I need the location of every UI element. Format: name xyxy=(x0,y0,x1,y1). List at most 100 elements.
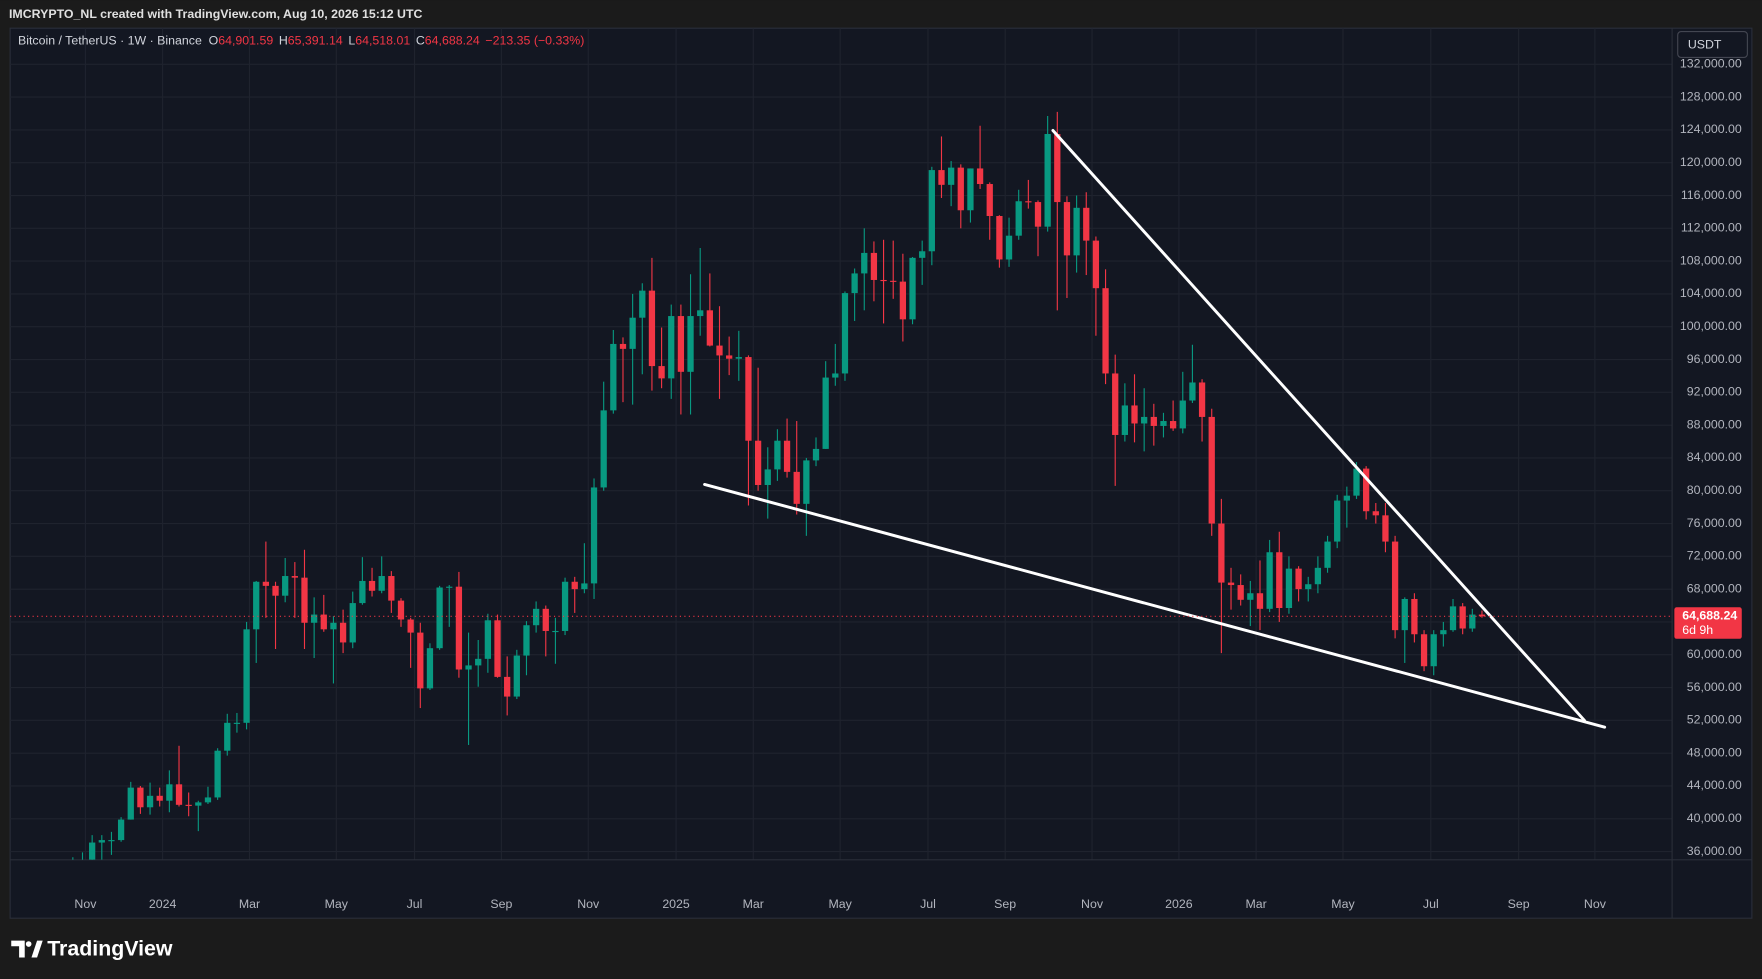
candle-body xyxy=(407,619,414,633)
candle-body xyxy=(513,655,520,697)
candle-body xyxy=(571,581,578,590)
candle-body xyxy=(282,576,289,596)
candle-body xyxy=(668,316,675,379)
currency-button[interactable]: USDT xyxy=(1677,31,1748,58)
x-tick-label: May xyxy=(828,897,852,911)
candles xyxy=(72,111,1486,860)
candle-body xyxy=(378,576,385,591)
field-value: 64,901.59 xyxy=(218,34,273,48)
candle-body xyxy=(1025,201,1032,203)
countdown-label: 6d 9h xyxy=(1682,623,1713,637)
candle-body xyxy=(1131,405,1138,424)
trend-lines xyxy=(703,129,1607,729)
candle-body xyxy=(426,648,434,689)
candle-body xyxy=(1227,582,1235,586)
logo-mark xyxy=(11,940,25,958)
candle-body xyxy=(1459,606,1466,629)
candle-body xyxy=(504,676,511,697)
candle-body xyxy=(610,343,617,411)
last-price-label: 64,688.24 xyxy=(1682,609,1737,623)
button-frame[interactable] xyxy=(1677,31,1748,58)
candle-body xyxy=(1401,598,1408,631)
candle-body xyxy=(764,469,771,485)
y-tick-label: 68,000.00 xyxy=(1687,581,1742,595)
candle-body xyxy=(1063,202,1071,256)
x-tick-label: May xyxy=(1331,897,1355,911)
candle-body xyxy=(214,750,221,798)
candle-body xyxy=(1208,416,1215,524)
candle-body xyxy=(436,587,443,649)
candle-body xyxy=(986,184,993,217)
candle-body xyxy=(1305,584,1312,590)
candle-body xyxy=(890,280,897,282)
button-label[interactable]: USDT xyxy=(1688,37,1722,51)
candle-body xyxy=(320,614,327,630)
y-tick-label: 76,000.00 xyxy=(1687,516,1742,530)
candle-body xyxy=(1189,382,1196,401)
candle-body xyxy=(861,252,868,274)
candle-body xyxy=(938,170,945,185)
candle-body xyxy=(793,471,800,504)
logo-slash xyxy=(31,940,43,958)
field-key: C xyxy=(416,34,425,48)
y-tick-label: 72,000.00 xyxy=(1687,549,1742,563)
candle-body xyxy=(1256,593,1264,609)
candle-body xyxy=(262,581,270,586)
x-tick-label: May xyxy=(325,897,349,911)
y-tick-label: 104,000.00 xyxy=(1680,286,1742,300)
candle-body xyxy=(919,251,926,258)
candle-body xyxy=(976,168,984,185)
candle-body xyxy=(957,167,964,211)
candle-body xyxy=(368,580,376,591)
candle-body xyxy=(1363,468,1370,512)
candle-body xyxy=(1469,614,1476,629)
candle-body xyxy=(1420,634,1428,667)
candle-body xyxy=(224,722,231,751)
candle-body xyxy=(1218,523,1225,583)
candle-body xyxy=(822,377,829,449)
candle-body xyxy=(1391,541,1399,631)
last-price-tag xyxy=(1674,607,1742,639)
candle-body xyxy=(716,345,723,356)
candle-body xyxy=(1198,382,1206,417)
candle-body xyxy=(1044,134,1051,227)
y-tick-label: 80,000.00 xyxy=(1687,483,1742,497)
candle-body xyxy=(272,585,279,596)
candle-body xyxy=(629,317,636,349)
x-tick-label: 2026 xyxy=(1165,897,1193,911)
candle-body xyxy=(455,586,463,670)
candle-body xyxy=(648,290,656,367)
candle-body xyxy=(1449,606,1457,631)
x-tick-label: Jul xyxy=(407,897,423,911)
trend-line xyxy=(1051,129,1586,722)
candle-body xyxy=(127,787,134,820)
candle-body xyxy=(349,603,356,643)
candle-body xyxy=(658,366,665,379)
candle-body xyxy=(697,310,704,317)
candle-body xyxy=(812,448,820,461)
candle-body xyxy=(397,600,405,620)
candle-body xyxy=(195,802,202,806)
candle-body xyxy=(1324,541,1331,568)
candle-body xyxy=(1112,373,1119,435)
x-tick-label: Mar xyxy=(743,897,764,911)
candle-body xyxy=(1141,416,1148,424)
candle-body xyxy=(146,795,154,808)
candle-body xyxy=(1102,288,1109,374)
candle-body xyxy=(117,819,125,841)
candle-body xyxy=(388,576,395,601)
field-key: H xyxy=(279,34,288,48)
caption: IMCRYPTO_NL created with TradingView.com… xyxy=(9,7,423,21)
y-tick-label: 128,000.00 xyxy=(1680,89,1742,103)
field-value: 64,688.24 xyxy=(425,34,480,48)
x-tick-label: Nov xyxy=(1081,897,1104,911)
y-tick-label: 40,000.00 xyxy=(1687,811,1742,825)
candle-body xyxy=(1160,421,1167,426)
y-tick-label: 116,000.00 xyxy=(1681,188,1742,202)
candle-body xyxy=(619,343,627,349)
candle-body xyxy=(484,620,491,659)
candle-body xyxy=(600,410,607,488)
candle-body xyxy=(1005,235,1013,260)
candle-body xyxy=(851,273,858,294)
